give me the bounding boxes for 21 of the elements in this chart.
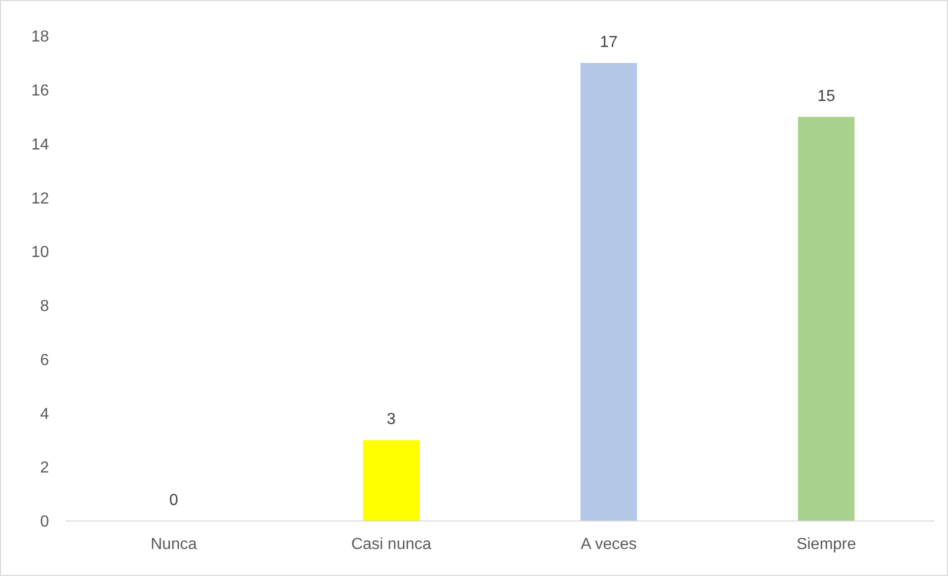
bar [362, 440, 420, 521]
x-tick-label: Casi nunca [351, 536, 432, 553]
y-tick-label: 8 [40, 298, 50, 316]
y-tick-label: 14 [31, 136, 50, 154]
y-tick-label: 0 [40, 514, 50, 531]
y-tick-label: 4 [40, 406, 50, 423]
bar [798, 116, 855, 521]
y-tick-label: 10 [31, 244, 50, 262]
data-label: 3 [386, 411, 396, 428]
x-tick-label: Siempre [796, 536, 856, 553]
y-tick-label: 2 [40, 460, 50, 477]
y-tick-label: 16 [31, 82, 50, 100]
y-tick-label: 18 [31, 28, 50, 46]
x-tick-label: Nunca [150, 536, 197, 553]
bar [580, 62, 638, 521]
y-tick-label: 6 [40, 352, 50, 369]
data-label: 0 [169, 492, 178, 509]
y-tick-label: 12 [31, 190, 50, 208]
x-tick-label: A veces [580, 536, 637, 553]
data-label: 17 [600, 34, 618, 51]
data-label: 15 [817, 88, 836, 105]
